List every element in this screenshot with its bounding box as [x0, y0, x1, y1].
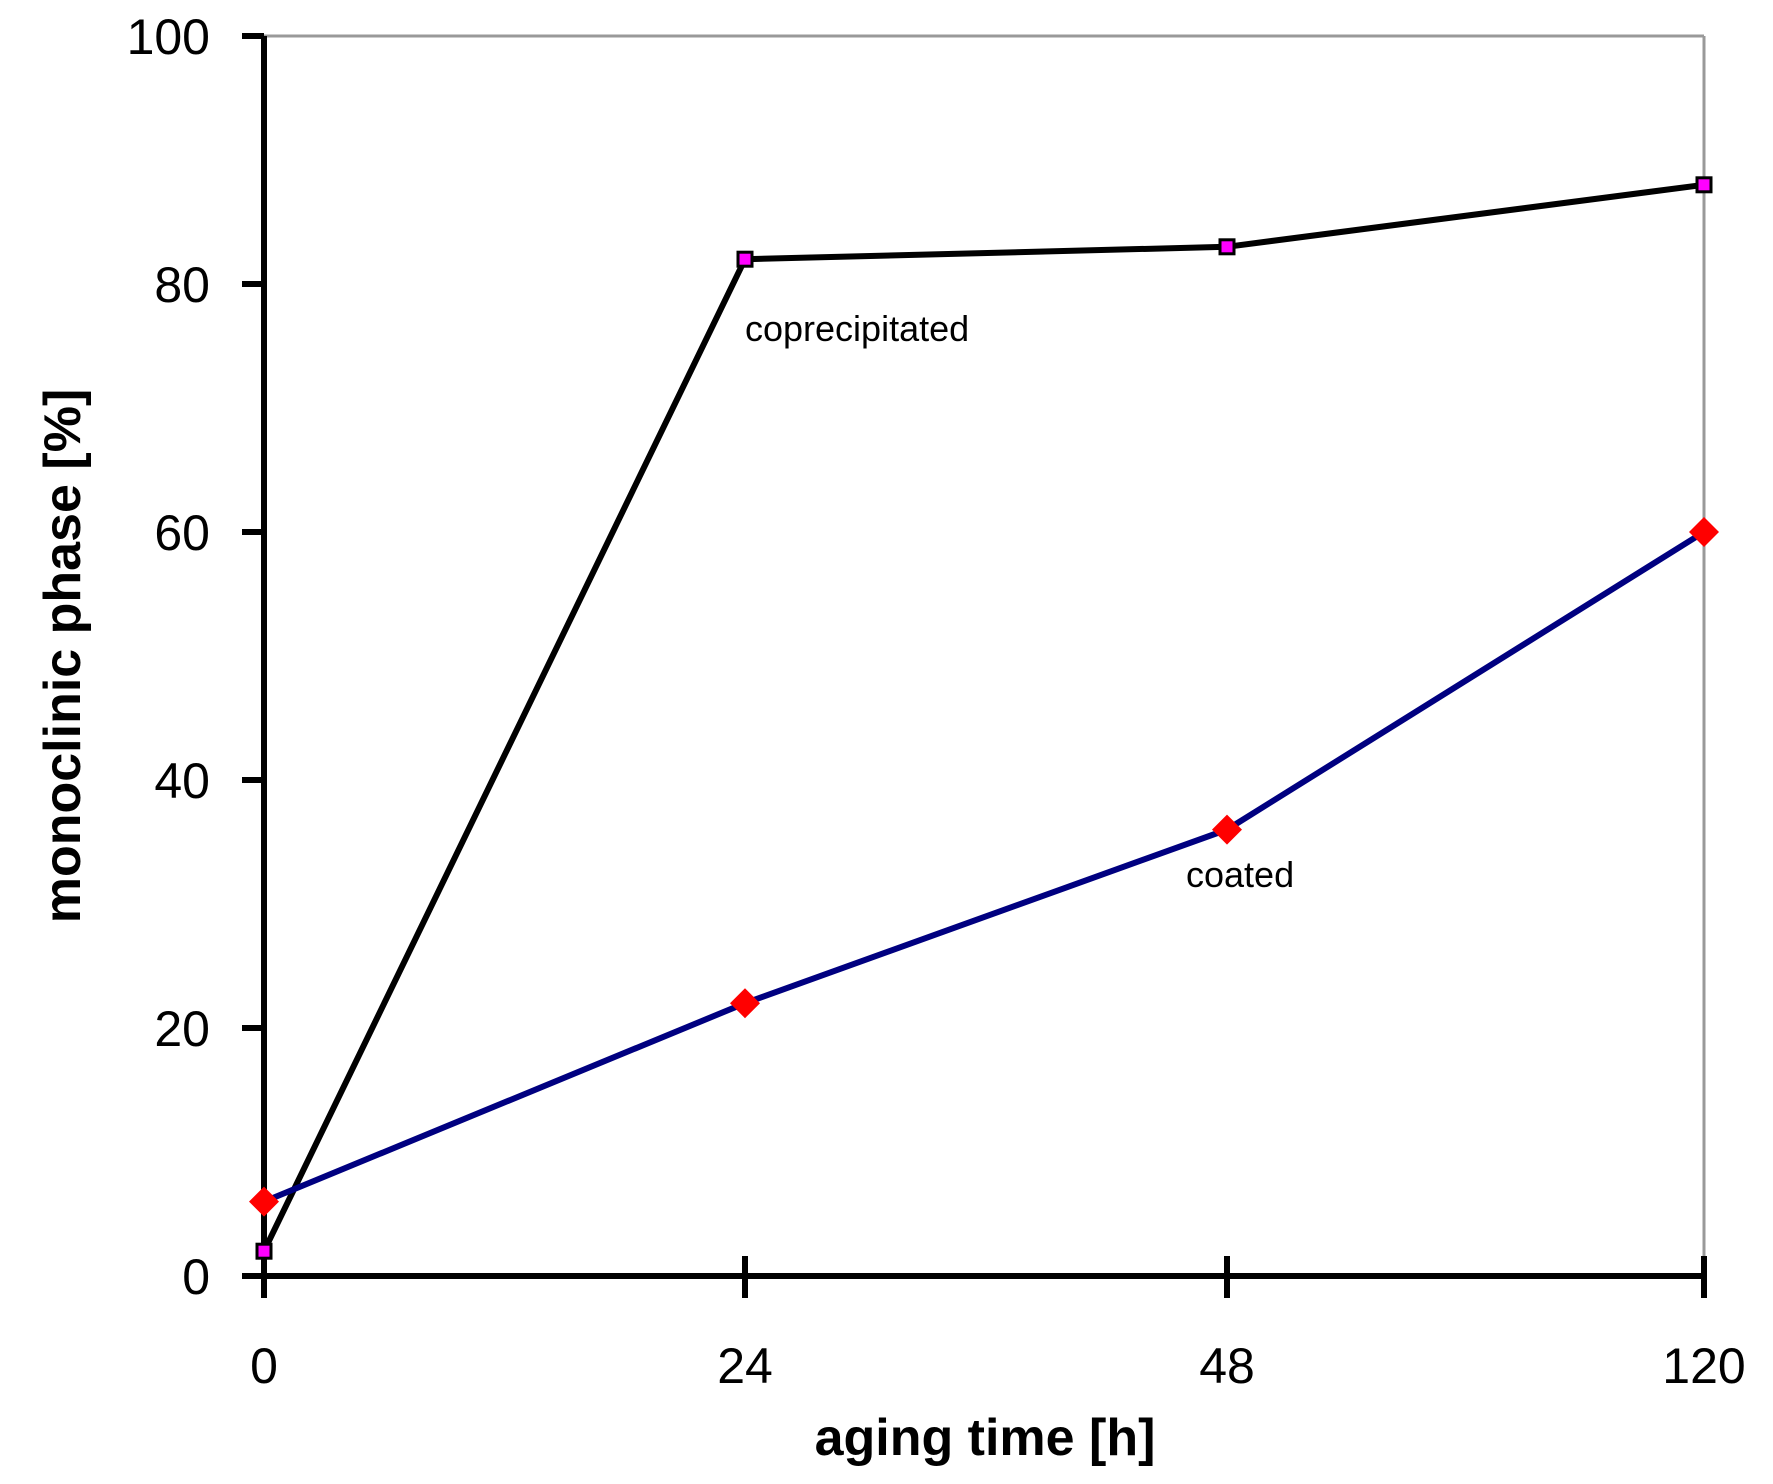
data-point-coated-48 — [1212, 814, 1242, 845]
series-layer — [249, 176, 1719, 1260]
y-tick-label-100: 100 — [127, 9, 210, 65]
annotation-coated: coated — [1186, 854, 1294, 895]
data-point-coprecipitated-120 — [1695, 176, 1713, 194]
x-axis-ticks: 0 24 48 120 — [250, 1256, 1746, 1394]
x-tick-label-120: 120 — [1662, 1338, 1745, 1394]
data-point-coated-0 — [249, 1186, 279, 1217]
y-tick-label-0: 0 — [182, 1249, 210, 1305]
x-tick-label-24: 24 — [717, 1338, 773, 1394]
data-point-coprecipitated-24 — [736, 250, 754, 268]
annotation-coprecipitated: coprecipitated — [745, 308, 969, 349]
x-tick-label-0: 0 — [250, 1338, 278, 1394]
data-point-coated-24 — [730, 988, 760, 1019]
y-tick-label-60: 60 — [154, 505, 210, 561]
series-line-coated — [262, 529, 1706, 1205]
x-tick-label-48: 48 — [1199, 1338, 1255, 1394]
x-axis-title: aging time [h] — [815, 1409, 1156, 1467]
data-point-coated-120 — [1689, 517, 1719, 547]
y-axis-title: monoclinic phase [%] — [34, 389, 92, 924]
y-tick-label-40: 40 — [154, 753, 210, 809]
series-line-coprecipitated — [261, 181, 1705, 1253]
data-point-coprecipitated-48 — [1218, 238, 1236, 256]
y-tick-label-20: 20 — [154, 1001, 210, 1057]
y-tick-label-80: 80 — [154, 257, 210, 313]
data-point-coprecipitated-0 — [255, 1242, 273, 1260]
annotation-layer: coprecipitated coated — [745, 308, 1294, 895]
